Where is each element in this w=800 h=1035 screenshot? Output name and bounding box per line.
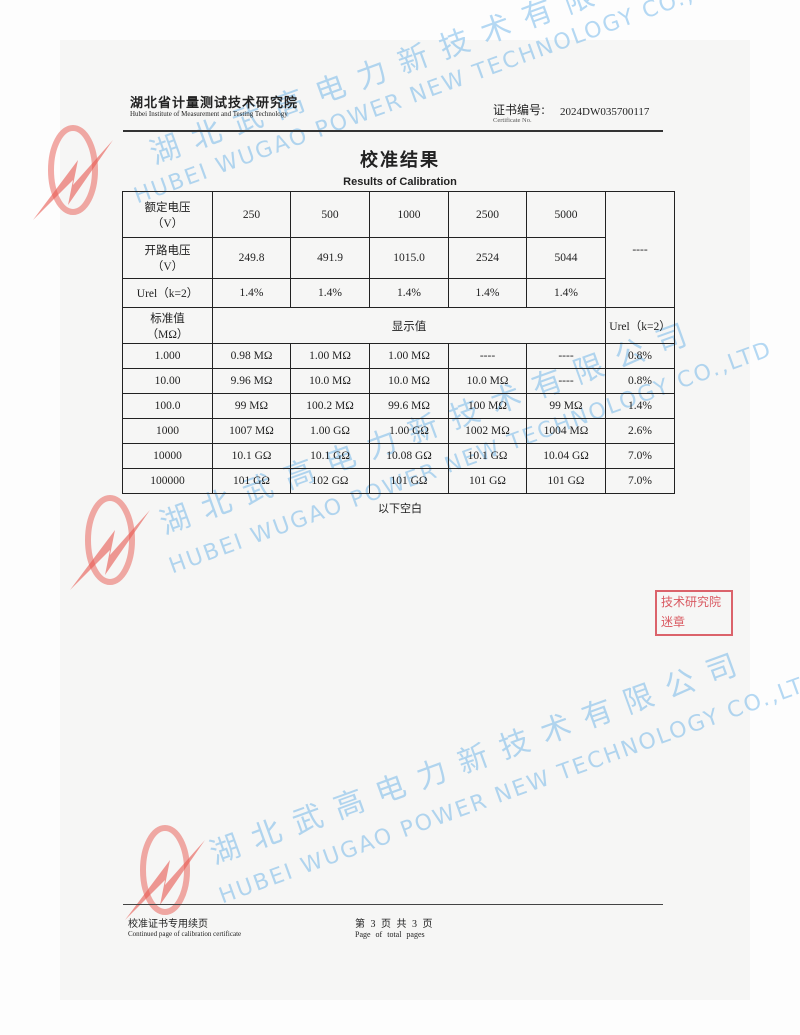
cell: 0.8% xyxy=(605,368,675,394)
cell: 100000 xyxy=(122,468,213,494)
cell: 10.0 MΩ xyxy=(290,368,370,394)
cell: 1.00 MΩ xyxy=(369,343,449,369)
urel-column-label: Urel（k=2） xyxy=(605,307,675,344)
institute-name-en: Hubei Institute of Measurement and Testi… xyxy=(130,110,288,118)
official-stamp: 技术研究院 迷章 xyxy=(655,590,733,636)
open-voltage-label: 开路电压 （V） xyxy=(122,237,213,279)
cell: 7.0% xyxy=(605,443,675,469)
cell: 10.1 GΩ xyxy=(212,443,291,469)
cell: 100 MΩ xyxy=(448,393,527,419)
cell: 10.1 GΩ xyxy=(448,443,527,469)
cell: 1.4% xyxy=(290,278,370,308)
cell: 1004 MΩ xyxy=(526,418,606,444)
cell: 10.1 GΩ xyxy=(290,443,370,469)
cell: 0.98 MΩ xyxy=(212,343,291,369)
cell: 1.4% xyxy=(526,278,606,308)
cell: 0.8% xyxy=(605,343,675,369)
cell: 10.00 xyxy=(122,368,213,394)
cell: 7.0% xyxy=(605,468,675,494)
page-title-cn: 校准结果 xyxy=(360,150,440,171)
cell: 2.6% xyxy=(605,418,675,444)
cell: 1000 xyxy=(122,418,213,444)
cell: 99.6 MΩ xyxy=(369,393,449,419)
page-number-cn: 第 3 页 共 3 页 xyxy=(355,919,433,930)
cell: 1.4% xyxy=(369,278,449,308)
cell: 102 GΩ xyxy=(290,468,370,494)
cell: 101 GΩ xyxy=(448,468,527,494)
cell: 1.4% xyxy=(448,278,527,308)
certificate-no-label: 证书编号: xyxy=(493,103,546,117)
footer-text-en: Continued page of calibration certificat… xyxy=(128,930,242,938)
institute-name-cn: 湖北省计量测试技术研究院 xyxy=(130,96,299,111)
certificate-no-label-en: Certificate No. xyxy=(493,117,532,124)
cell: 10000 xyxy=(122,443,213,469)
stamp-line-2: 迷章 xyxy=(661,615,686,629)
cell: 10.0 MΩ xyxy=(448,368,527,394)
display-value-label: 显示值 xyxy=(212,307,606,344)
cell: 1.000 xyxy=(122,343,213,369)
cell: ---- xyxy=(526,343,606,369)
cell: 1.00 GΩ xyxy=(290,418,370,444)
open-voltage-row: 开路电压 （V） 249.8 491.9 1015.0 2524 5044 xyxy=(122,237,675,279)
cell: 5000 xyxy=(526,191,606,238)
standard-value-label: 标准值 （MΩ） xyxy=(122,307,213,344)
cell: ---- xyxy=(526,368,606,394)
cell: 1015.0 xyxy=(369,237,449,279)
footer-divider xyxy=(123,904,663,905)
certificate-number: 2024DW035700117 xyxy=(560,106,650,118)
page-number-en: Page of total pages xyxy=(355,930,425,939)
table-row: 1000 1007 MΩ 1.00 GΩ 1.00 GΩ 1002 MΩ 1004 MΩ 2… xyxy=(122,418,675,444)
subheader-row: 标准值 （MΩ） 显示值 Urel（k=2） xyxy=(122,307,675,344)
calibration-results-table: 额定电压 （V） 250 500 1000 2500 5000 ---- 开路电… xyxy=(122,191,675,494)
cell: 2524 xyxy=(448,237,527,279)
blank-below-note: 以下空白 xyxy=(378,503,422,515)
wugao-logo-icon xyxy=(70,495,150,590)
urel-row: Urel（k=2） 1.4% 1.4% 1.4% 1.4% 1.4% xyxy=(122,278,675,308)
cell: 500 xyxy=(290,191,370,238)
cell: 99 MΩ xyxy=(526,393,606,419)
cell: 10.0 MΩ xyxy=(369,368,449,394)
cell: 1007 MΩ xyxy=(212,418,291,444)
page-title-en: Results of Calibration xyxy=(343,176,457,188)
cell: 99 MΩ xyxy=(212,393,291,419)
wugao-logo-icon xyxy=(33,125,113,220)
table-row: 10000 10.1 GΩ 10.1 GΩ 10.08 GΩ 10.1 GΩ 10.04 … xyxy=(122,443,675,469)
table-row: 100000 101 GΩ 102 GΩ 101 GΩ 101 GΩ 101 GΩ 7.0% xyxy=(122,468,675,494)
cell: 101 GΩ xyxy=(369,468,449,494)
cell: 2500 xyxy=(448,191,527,238)
header-divider xyxy=(123,130,663,132)
table-row: 10.00 9.96 MΩ 10.0 MΩ 10.0 MΩ 10.0 MΩ ---- 0.8… xyxy=(122,368,675,394)
cell: 1000 xyxy=(369,191,449,238)
cell: 5044 xyxy=(526,237,606,279)
cell: 1.4% xyxy=(212,278,291,308)
cell: 9.96 MΩ xyxy=(212,368,291,394)
cell: 1.00 MΩ xyxy=(290,343,370,369)
cell: 1.4% xyxy=(605,393,675,419)
cell: 1.00 GΩ xyxy=(369,418,449,444)
cell: 249.8 xyxy=(212,237,291,279)
stamp-line-1: 技术研究院 xyxy=(661,595,722,609)
cell: 100.2 MΩ xyxy=(290,393,370,419)
table-row: 100.0 99 MΩ 100.2 MΩ 99.6 MΩ 100 MΩ 99 MΩ 1.4% xyxy=(122,393,675,419)
cell: 10.08 GΩ xyxy=(369,443,449,469)
footer-text-cn: 校准证书专用续页 xyxy=(128,919,208,930)
wugao-logo-icon xyxy=(125,825,205,920)
cell: 1002 MΩ xyxy=(448,418,527,444)
cell: 10.04 GΩ xyxy=(526,443,606,469)
table-row: 1.000 0.98 MΩ 1.00 MΩ 1.00 MΩ ---- ---- 0.8% xyxy=(122,343,675,369)
cell: 100.0 xyxy=(122,393,213,419)
top-right-cell: ---- xyxy=(605,191,675,308)
cell: 101 GΩ xyxy=(212,468,291,494)
cell: 101 GΩ xyxy=(526,468,606,494)
cell: 491.9 xyxy=(290,237,370,279)
cell: ---- xyxy=(448,343,527,369)
urel-label: Urel（k=2） xyxy=(122,278,213,308)
rated-voltage-label: 额定电压 （V） xyxy=(122,191,213,238)
rated-voltage-row: 额定电压 （V） 250 500 1000 2500 5000 ---- xyxy=(122,191,675,308)
cell: 250 xyxy=(212,191,291,238)
